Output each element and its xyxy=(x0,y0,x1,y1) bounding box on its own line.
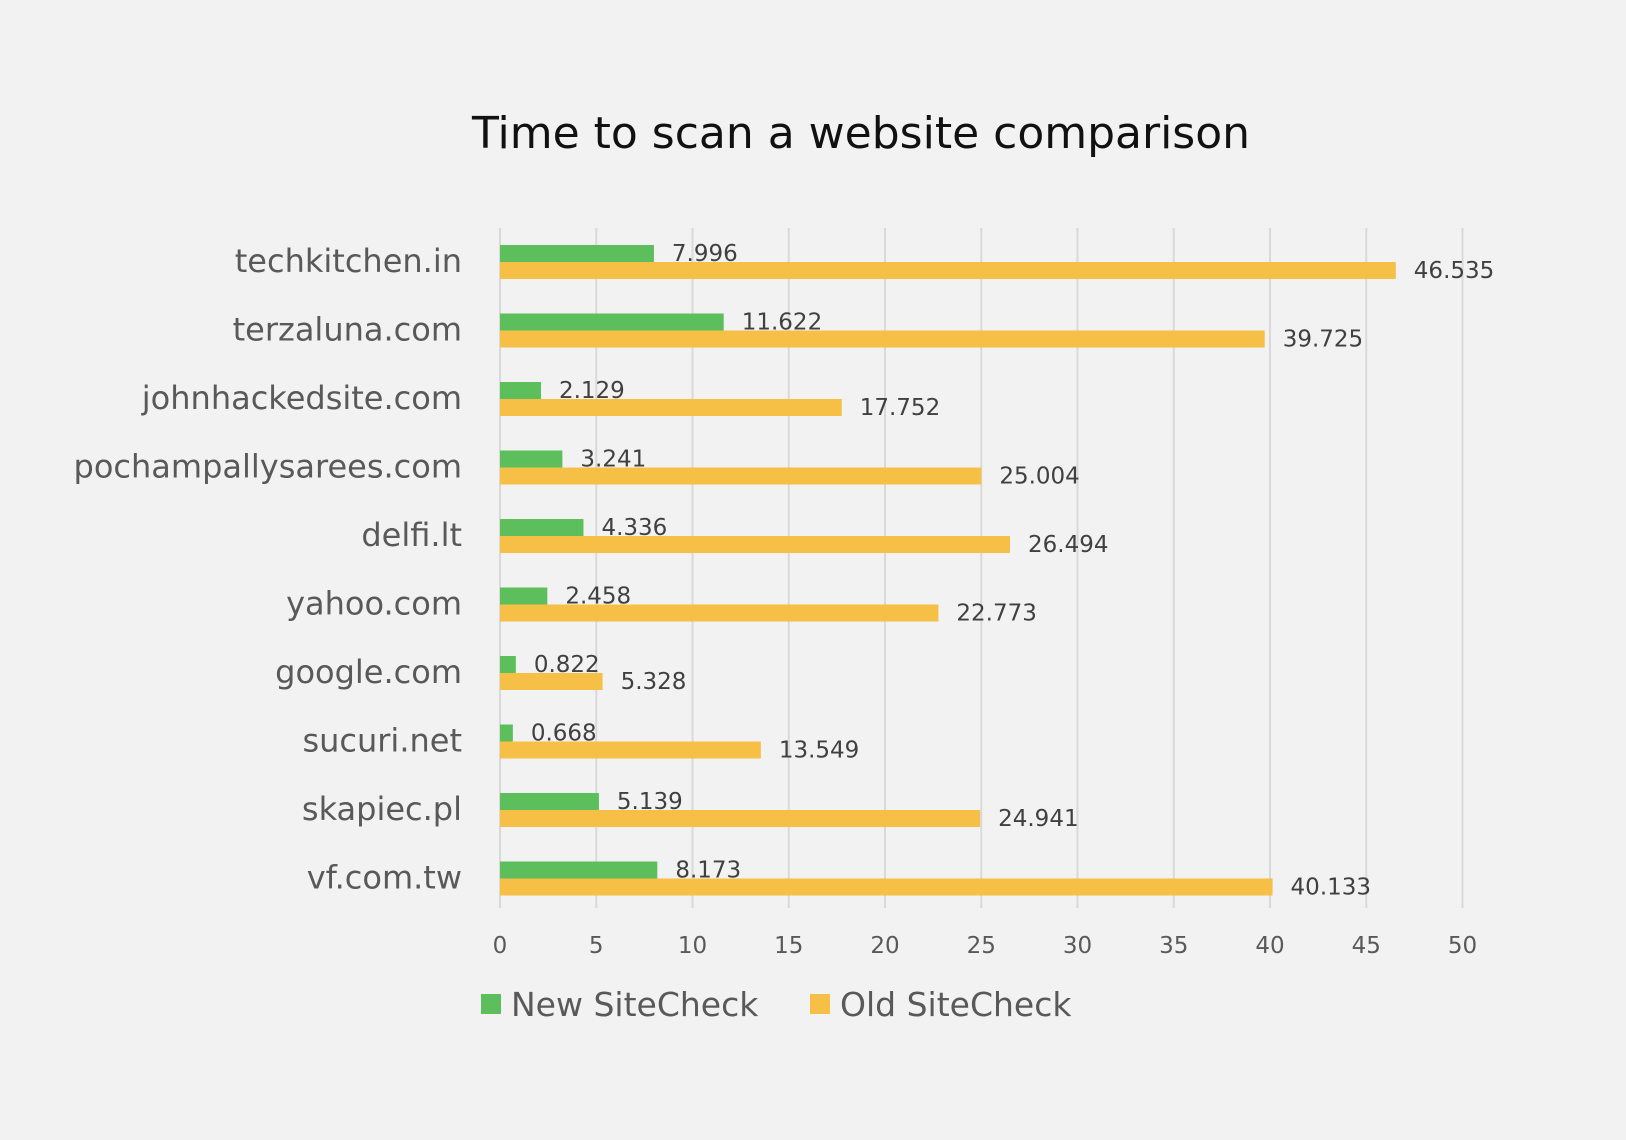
category-label: yahoo.com xyxy=(286,585,462,623)
legend: New SiteCheck Old SiteCheck xyxy=(481,985,1072,1024)
new-sitecheck-bar xyxy=(500,793,599,810)
data-label: 7.996 xyxy=(672,241,738,267)
old-sitecheck-bar xyxy=(500,878,1273,896)
new-sitecheck-bar xyxy=(500,519,584,536)
old-sitecheck-bar xyxy=(500,330,1265,348)
y-axis-categories: techkitchen.in terzaluna.com johnhackedsit… xyxy=(74,242,462,897)
category-label: skapiec.pl xyxy=(302,790,462,828)
data-label: 22.773 xyxy=(956,601,1036,627)
old-sitecheck-bar xyxy=(500,673,603,690)
category-label: google.com xyxy=(275,653,462,691)
old-sitecheck-bar xyxy=(500,810,981,827)
old-sitecheck-bar xyxy=(500,399,842,416)
category-label: techkitchen.in xyxy=(235,242,462,280)
legend-swatch xyxy=(810,994,830,1014)
old-sitecheck-bar xyxy=(500,262,1396,279)
bars xyxy=(500,245,1396,896)
data-label: 2.129 xyxy=(559,378,625,404)
x-tick-label: 20 xyxy=(870,933,899,959)
x-tick-label: 40 xyxy=(1255,933,1284,959)
data-label: 0.668 xyxy=(531,721,597,747)
x-tick-label: 45 xyxy=(1352,933,1381,959)
category-label: johnhackedsite.com xyxy=(141,379,462,417)
old-sitecheck-bar xyxy=(500,536,1011,553)
x-tick-label: 25 xyxy=(967,933,996,959)
data-label: 5.328 xyxy=(621,669,687,695)
data-label: 40.133 xyxy=(1291,875,1371,901)
new-sitecheck-bar xyxy=(500,245,654,262)
legend-label: New SiteCheck xyxy=(511,985,759,1024)
x-axis-ticks: 0 5 10 15 20 25 30 35 40 45 50 xyxy=(493,933,1477,959)
x-tick-label: 50 xyxy=(1448,933,1477,959)
old-sitecheck-bar xyxy=(500,741,761,759)
new-sitecheck-bar xyxy=(500,450,563,468)
data-label: 2.458 xyxy=(565,584,631,610)
data-label: 24.941 xyxy=(998,806,1078,832)
x-tick-label: 35 xyxy=(1159,933,1188,959)
data-label: 4.336 xyxy=(601,515,667,541)
data-label: 17.752 xyxy=(860,395,940,421)
x-tick-label: 30 xyxy=(1063,933,1092,959)
old-sitecheck-bar xyxy=(500,604,939,622)
data-label: 11.622 xyxy=(742,310,822,336)
legend-swatch xyxy=(481,994,501,1014)
x-tick-label: 10 xyxy=(678,933,707,959)
x-tick-label: 15 xyxy=(774,933,803,959)
new-sitecheck-bar xyxy=(500,724,513,742)
old-sitecheck-bar xyxy=(500,467,982,485)
legend-label: Old SiteCheck xyxy=(840,985,1072,1024)
x-tick-label: 5 xyxy=(589,933,604,959)
new-sitecheck-bar xyxy=(500,861,658,879)
data-label: 39.725 xyxy=(1283,327,1363,353)
data-labels: 7.996 46.535 11.622 39.725 2.129 17.752 3.241 2… xyxy=(531,241,1494,901)
category-label: terzaluna.com xyxy=(233,311,462,349)
category-label: sucuri.net xyxy=(302,722,462,760)
data-label: 13.549 xyxy=(779,738,859,764)
new-sitecheck-bar xyxy=(500,587,548,605)
category-label: pochampallysarees.com xyxy=(74,448,462,486)
data-label: 46.535 xyxy=(1414,258,1494,284)
data-label: 3.241 xyxy=(580,447,646,473)
chart-title: Time to scan a website comparison xyxy=(471,108,1250,159)
data-label: 0.822 xyxy=(534,652,600,678)
data-label: 26.494 xyxy=(1028,532,1108,558)
x-tick-label: 0 xyxy=(493,933,508,959)
category-label: vf.com.tw xyxy=(307,859,462,897)
new-sitecheck-bar xyxy=(500,313,724,331)
new-sitecheck-bar xyxy=(500,382,541,399)
data-label: 8.173 xyxy=(675,858,741,884)
category-label: delfi.lt xyxy=(361,516,462,554)
data-label: 5.139 xyxy=(617,789,683,815)
new-sitecheck-bar xyxy=(500,656,516,673)
data-label: 25.004 xyxy=(999,464,1079,490)
